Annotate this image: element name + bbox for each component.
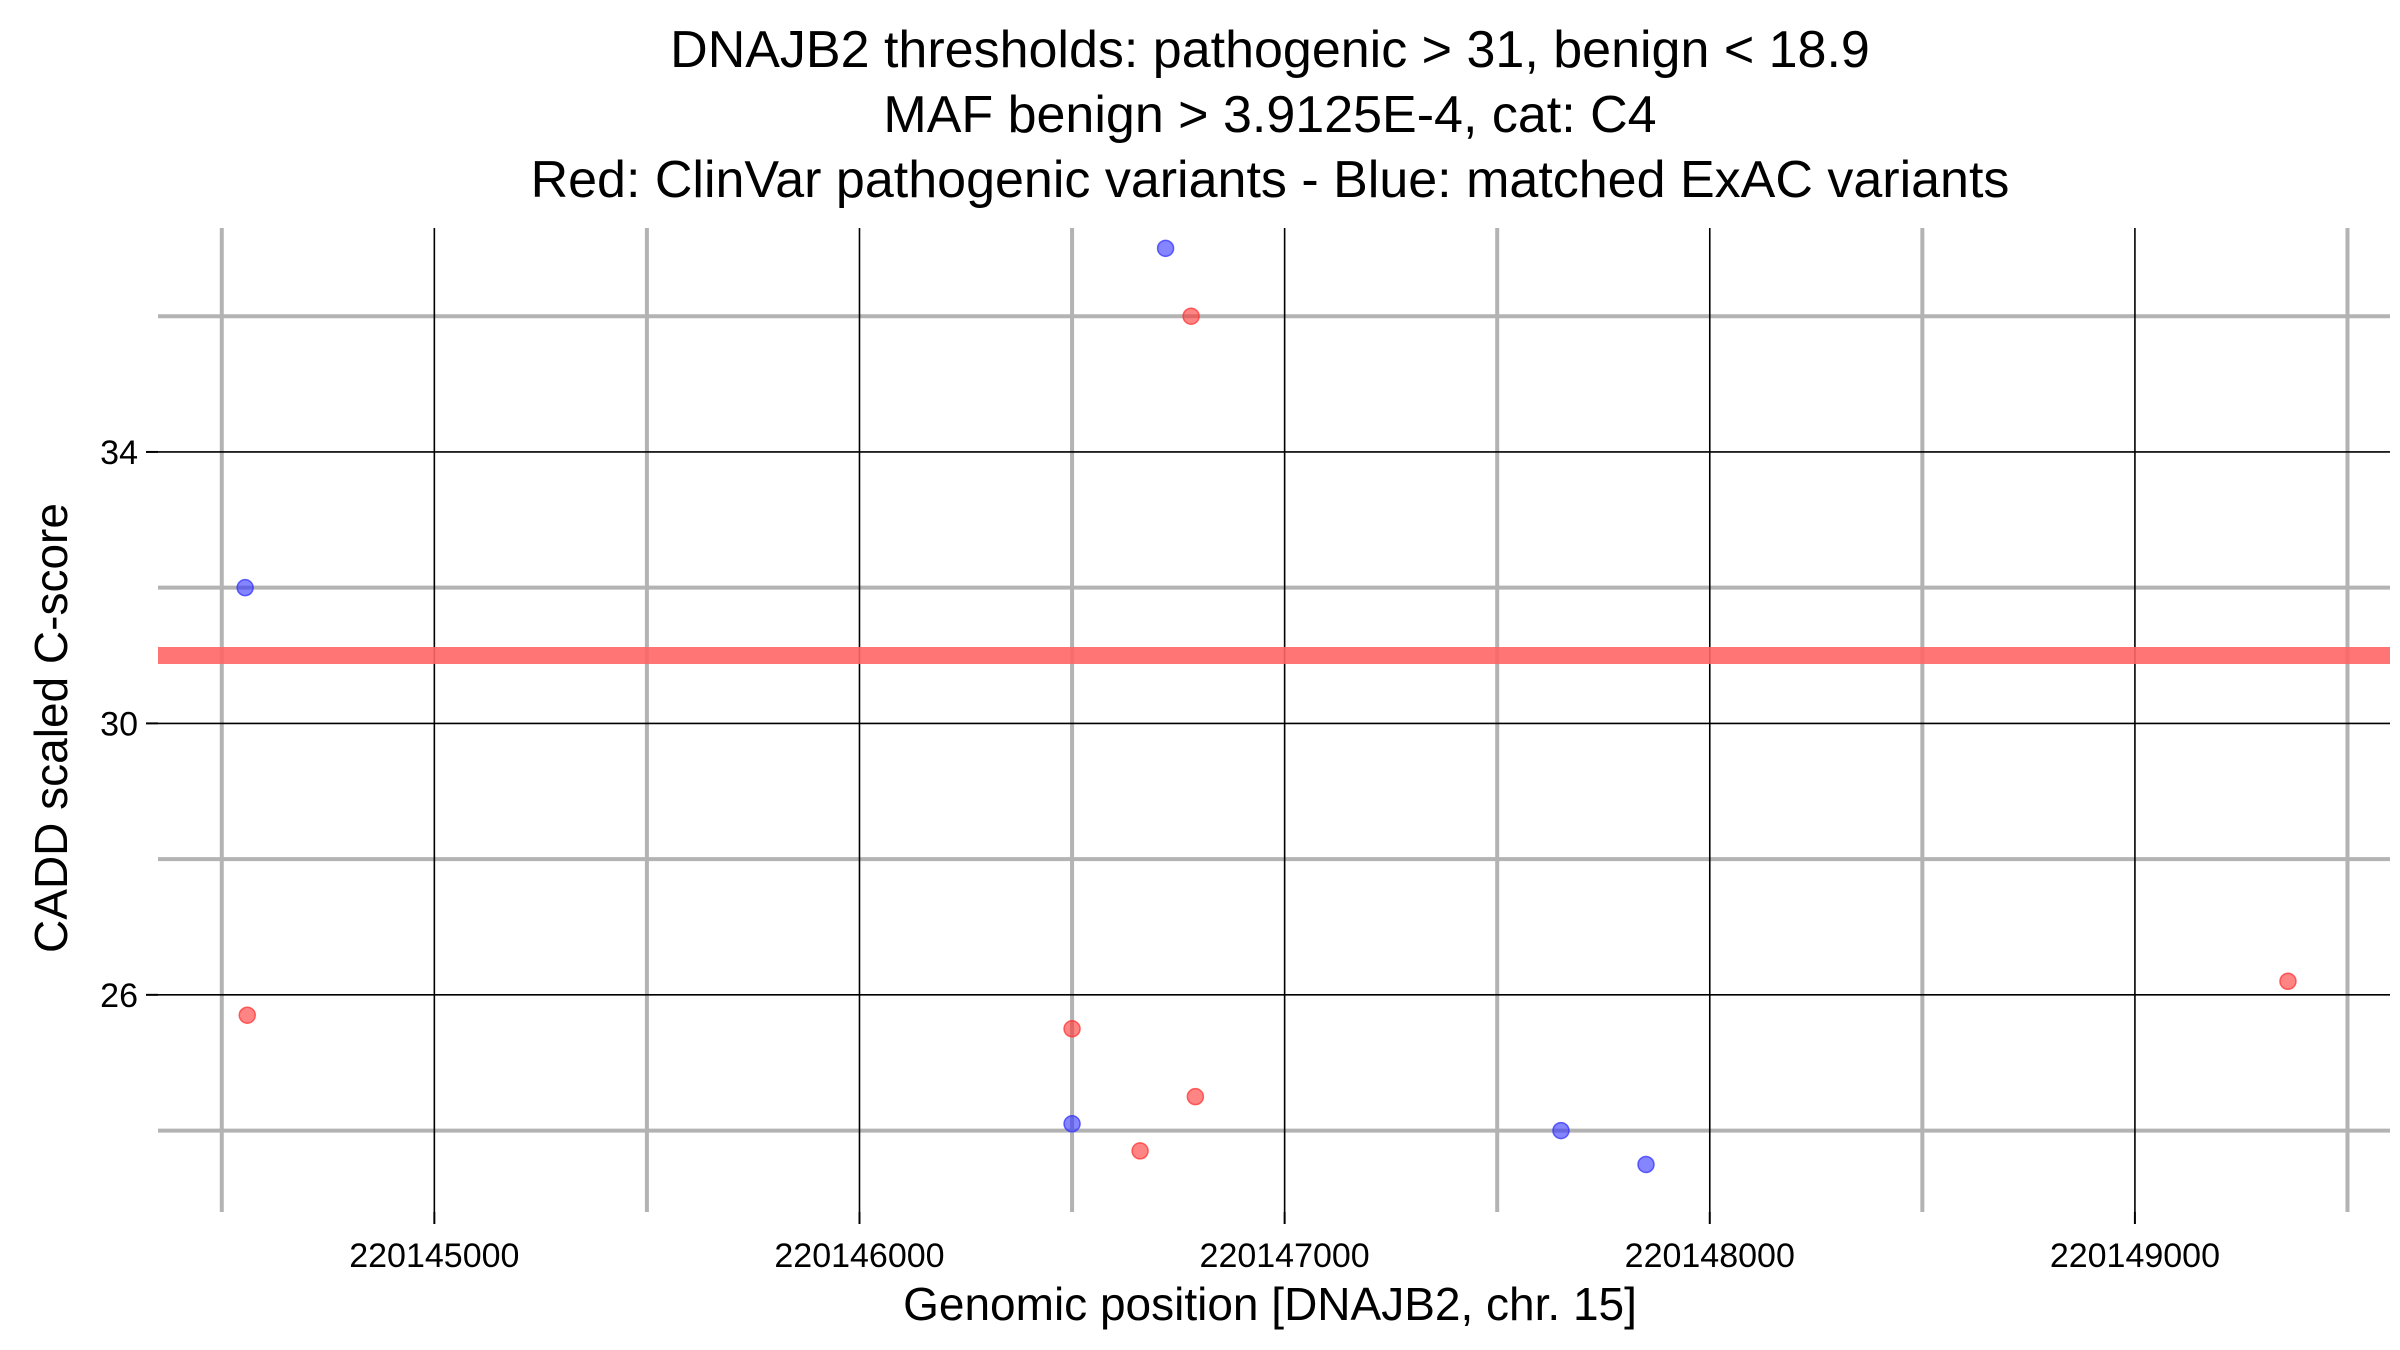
y-tick-label: 30	[100, 705, 138, 743]
data-point	[1156, 239, 1175, 258]
x-tick-label: 220148000	[1625, 1237, 1795, 1275]
data-point	[1063, 1020, 1081, 1038]
major-gridlines	[158, 228, 2390, 1212]
x-tick-label: 220147000	[1200, 1237, 1370, 1275]
x-tick-label: 220146000	[774, 1237, 944, 1275]
data-point	[238, 1006, 257, 1024]
data-point	[236, 578, 254, 597]
series-clinvar-pathogenic	[238, 307, 2297, 1160]
y-axis-title: CADD scaled C-score	[25, 503, 77, 953]
data-point	[2279, 972, 2297, 991]
title-line-2: MAF benign > 3.9125E-4, cat: C4	[883, 86, 1656, 144]
x-tick-label: 220145000	[349, 1237, 519, 1275]
x-tick-label: 220149000	[2050, 1237, 2220, 1275]
title-line-1: DNAJB2 thresholds: pathogenic > 31, beni…	[670, 21, 1870, 79]
data-point	[1063, 1115, 1081, 1133]
y-axis-ticks: 26 30 34	[100, 434, 158, 1015]
y-tick-label: 34	[100, 434, 138, 472]
data-point	[1131, 1142, 1149, 1160]
y-tick-label: 26	[100, 977, 138, 1015]
x-axis-title: Genomic position [DNAJB2, chr. 15]	[903, 1278, 1637, 1330]
x-axis-ticks: 220145000 220146000 220147000 220148000 2201…	[349, 1212, 2220, 1275]
minor-gridlines	[158, 228, 2390, 1212]
data-point	[1182, 307, 1200, 325]
data-point	[1186, 1087, 1205, 1106]
data-point	[1637, 1155, 1655, 1174]
title-line-3: Red: ClinVar pathogenic variants - Blue:…	[531, 151, 2010, 209]
chart-title: DNAJB2 thresholds: pathogenic > 31, beni…	[531, 21, 2010, 209]
data-points	[236, 239, 2297, 1174]
data-point	[1552, 1121, 1570, 1140]
series-exac-matched	[236, 239, 1655, 1174]
